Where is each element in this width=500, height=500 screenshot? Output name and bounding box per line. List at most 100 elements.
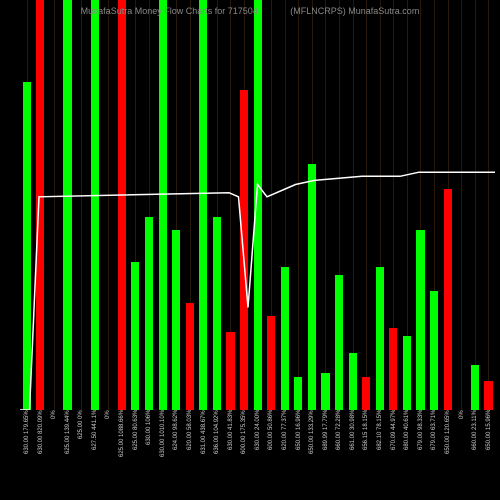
bar-down: [267, 316, 275, 410]
bar-slot: [264, 0, 278, 410]
x-axis-label: 660.00 72.28%: [332, 410, 346, 500]
bar-slot: [197, 0, 211, 410]
bar-slot: [88, 0, 102, 410]
x-axis-label: 600.00 50.86%: [264, 410, 278, 500]
bar-slot: [292, 0, 306, 410]
bar-slot: [455, 0, 469, 410]
x-axis-label: 627.50 441.1%: [88, 410, 102, 500]
bar-up: [430, 291, 438, 410]
x-axis-label: 630.00 179.65%: [20, 410, 34, 500]
bar-up: [321, 373, 329, 410]
x-axis-label: 679.00 98.33%: [414, 410, 428, 500]
x-axis-label: 625.00 139.44%: [61, 410, 75, 500]
bar-up: [199, 0, 207, 410]
bar-down: [118, 0, 126, 410]
x-axis-label: 660.00 23.11%: [468, 410, 482, 500]
x-axis-label: 630.00 1010.10%: [156, 410, 170, 500]
x-axis-label: 600.00 175.35%: [237, 410, 251, 500]
bar-slot: [101, 0, 115, 410]
bar-slot: [20, 0, 34, 410]
bar-up: [416, 230, 424, 410]
chart-container: MunafaSutra Money Flow Charts for 717504…: [0, 0, 500, 500]
x-axis-label: 650.00 15.96%: [482, 410, 496, 500]
x-axis-label: 620.00 77.37%: [278, 410, 292, 500]
bar-up: [145, 217, 153, 410]
bar-up: [159, 0, 167, 410]
bar-up: [335, 275, 343, 410]
bar-down: [240, 90, 248, 410]
bar-slot: [183, 0, 197, 410]
bar-up: [349, 353, 357, 410]
bar-up: [403, 336, 411, 410]
x-axis-label: 650.00 133.29%: [305, 410, 319, 500]
x-axis-label: 650.00 16.96%: [292, 410, 306, 500]
x-axis-label: 620.00 58.03%: [183, 410, 197, 500]
x-axis-label: 689.99 17.79%: [319, 410, 333, 500]
bar-slot: [387, 0, 401, 410]
bar-down: [186, 303, 194, 410]
bar-up: [471, 365, 479, 410]
bar-up: [131, 262, 139, 410]
bar-up: [63, 0, 71, 410]
bar-slot: [169, 0, 183, 410]
bar-slot: [156, 0, 170, 410]
bar-up: [294, 377, 302, 410]
x-axis-label: 656.15 18.15%: [359, 410, 373, 500]
bar-slot: [210, 0, 224, 410]
bar-slot: [427, 0, 441, 410]
x-axis-label: 679.00 63.71%: [427, 410, 441, 500]
bar-up: [308, 164, 316, 410]
bar-up: [23, 82, 31, 410]
bar-slot: [251, 0, 265, 410]
x-axis-labels: 630.00 179.65%630.00 820.09%0%625.00 139…: [20, 410, 495, 500]
bar-down: [444, 189, 452, 410]
bar-slot: [224, 0, 238, 410]
x-axis-label: 682.10 78.15%: [373, 410, 387, 500]
bar-down: [226, 332, 234, 410]
x-axis-label: 0%: [455, 410, 469, 500]
bar-slot: [359, 0, 373, 410]
bar-slot: [400, 0, 414, 410]
x-axis-label: 650.00 120.65%: [441, 410, 455, 500]
bar-up: [213, 217, 221, 410]
bar-slot: [319, 0, 333, 410]
title-left: MunafaSutra Money Flow Charts for 717504: [81, 6, 258, 16]
bar-up: [376, 267, 384, 411]
bar-slot: [142, 0, 156, 410]
x-axis-label: 630.00 24.00%: [251, 410, 265, 500]
title-right: (MFLNCRPS) MunafaSutra.com: [290, 6, 419, 16]
x-axis-label: 661.00 30.98%: [346, 410, 360, 500]
x-axis-label: 630.00 41.83%: [224, 410, 238, 500]
bar-up: [172, 230, 180, 410]
bar-slot: [278, 0, 292, 410]
bars-group: [20, 0, 495, 410]
x-axis-label: 625.00 1088.66%: [115, 410, 129, 500]
x-axis-label: 0%: [47, 410, 61, 500]
x-axis-label: 624.00 98.62%: [169, 410, 183, 500]
bar-slot: [346, 0, 360, 410]
bar-slot: [34, 0, 48, 410]
bar-up: [91, 0, 99, 410]
bar-slot: [237, 0, 251, 410]
bar-slot: [47, 0, 61, 410]
bar-down: [362, 377, 370, 410]
x-axis-label: 670.09 44.97%: [387, 410, 401, 500]
x-axis-label: 630.00 820.09%: [34, 410, 48, 500]
bar-slot: [373, 0, 387, 410]
x-axis-label: 631.00 438.67%: [197, 410, 211, 500]
bar-slot: [332, 0, 346, 410]
bar-slot: [61, 0, 75, 410]
x-axis-label: 680.00 40.61%: [400, 410, 414, 500]
bar-slot: [115, 0, 129, 410]
bar-down: [36, 0, 44, 410]
bar-slot: [482, 0, 496, 410]
x-axis-label: 636.00 104.92%: [210, 410, 224, 500]
bar-slot: [468, 0, 482, 410]
bar-slot: [74, 0, 88, 410]
x-axis-label: 625.00 80.63%: [129, 410, 143, 500]
bar-slot: [414, 0, 428, 410]
bar-slot: [305, 0, 319, 410]
x-axis-label: 625.00 0%: [74, 410, 88, 500]
bar-slot: [441, 0, 455, 410]
bar-up: [254, 0, 262, 410]
